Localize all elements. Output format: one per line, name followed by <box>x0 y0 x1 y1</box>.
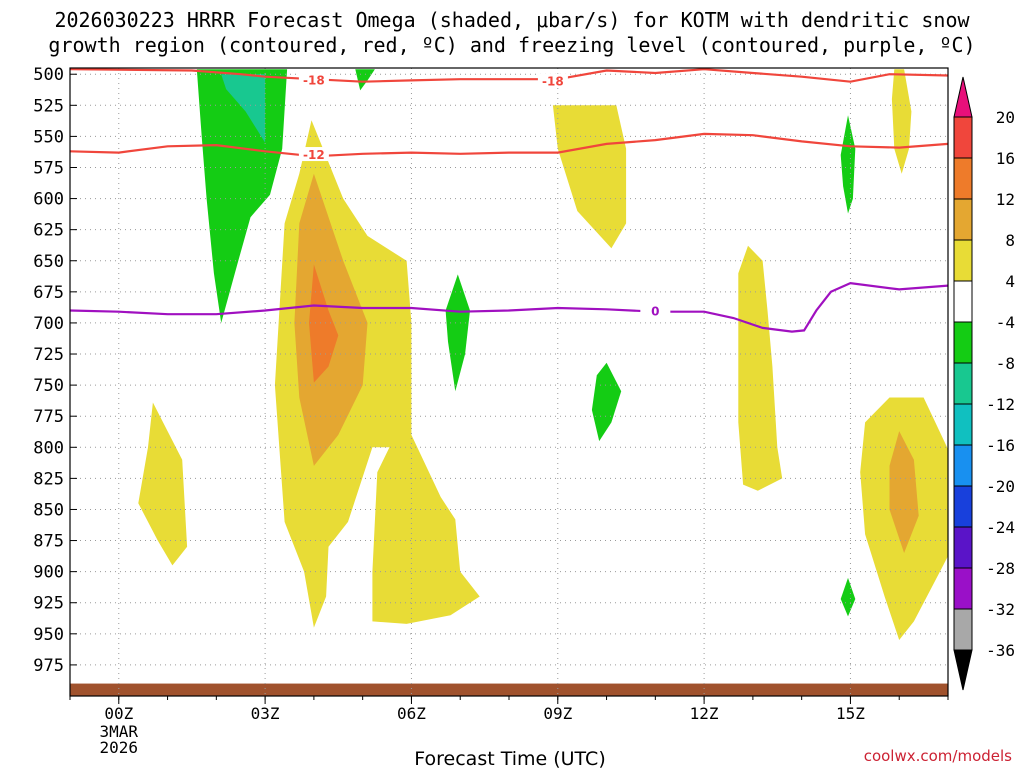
colorbar-bin <box>953 157 973 200</box>
colorbar-bin <box>953 321 973 364</box>
y-tick-label-600: 600 <box>33 190 64 210</box>
y-tick-label-650: 650 <box>33 252 64 272</box>
omega-region-6 <box>445 274 470 392</box>
colorbar-bin <box>953 403 973 446</box>
colorbar-label-4: 4 <box>1005 272 1015 291</box>
colorbar-top-arrow <box>953 76 973 118</box>
x-date-label-1: 2026 <box>100 738 139 757</box>
colorbar-bin <box>953 485 973 528</box>
contour-line--18 <box>70 68 948 83</box>
colorbar-bin <box>953 280 973 323</box>
y-tick-label-900: 900 <box>33 563 64 583</box>
colorbar-label--20: -20 <box>986 477 1015 496</box>
contour-line--12 <box>70 132 948 158</box>
colorbar-label-20: 20 <box>996 108 1015 127</box>
contour-label--18: -18 <box>542 75 564 89</box>
colorbar-bin <box>953 362 973 405</box>
contour-label-bg <box>298 72 329 87</box>
omega-region-13 <box>891 69 912 174</box>
omega-region-1 <box>221 74 266 143</box>
x-date-label-0: 3MAR <box>100 722 139 741</box>
ground-layer <box>70 683 948 696</box>
credit-text[interactable]: coolwx.com/models <box>864 747 1012 765</box>
colorbar-bottom-arrow <box>953 649 973 691</box>
axis-layer: 500 525 550 575 600 625 650 675 700 725 750 775 800 8… <box>33 65 949 757</box>
contour-label-bg <box>298 147 329 162</box>
colorbar-label--28: -28 <box>986 559 1015 578</box>
y-tick-label-725: 725 <box>33 345 64 365</box>
grid-layer <box>70 68 948 696</box>
x-tick-label-12Z: 12Z <box>690 704 719 723</box>
omega-shading-layer <box>138 69 948 640</box>
y-tick-label-775: 775 <box>33 407 64 427</box>
colorbar-bin <box>953 526 973 569</box>
y-tick-label-625: 625 <box>33 221 64 241</box>
colorbar-bin <box>953 198 973 241</box>
colorbar-bin <box>953 567 973 610</box>
colorbar-label-8: 8 <box>1005 231 1015 250</box>
omega-region-2 <box>355 69 375 91</box>
y-tick-label-700: 700 <box>33 314 64 334</box>
omega-region-10 <box>738 245 783 491</box>
contour-line-0 <box>70 281 948 333</box>
contour-label-bg <box>537 73 568 88</box>
colorbar-label--4: -4 <box>996 313 1015 332</box>
x-tick-label-03Z: 03Z <box>251 704 280 723</box>
colorbar-label-16: 16 <box>996 149 1015 168</box>
plot-frame <box>69 67 949 697</box>
y-tick-label-825: 825 <box>33 469 64 489</box>
omega-region-5 <box>309 264 339 383</box>
y-tick-label-675: 675 <box>33 283 64 303</box>
x-axis-label: Forecast Time (UTC) <box>414 748 605 768</box>
colorbar-label--36: -36 <box>986 641 1015 660</box>
chart-title-line-1: 2026030223 HRRR Forecast Omega (shaded, … <box>54 8 970 32</box>
colorbar-bin <box>953 444 973 487</box>
chart-title-line-2: growth region (contoured, red, ºC) and f… <box>48 33 975 57</box>
y-tick-label-525: 525 <box>33 96 64 116</box>
contour-label-bg <box>640 303 671 318</box>
colorbar: 20 16 12 8 4 -4 -8 -12 -16 -20 -24 -28 -32 -36 <box>953 76 1015 691</box>
y-tick-label-550: 550 <box>33 127 64 147</box>
contour-label--18: -18 <box>303 73 325 87</box>
colorbar-bin <box>953 608 973 651</box>
colorbar-label--16: -16 <box>986 436 1015 455</box>
omega-region-15 <box>889 431 919 553</box>
colorbar-bin <box>953 239 973 282</box>
omega-region-11 <box>840 115 856 214</box>
y-tick-label-850: 850 <box>33 500 64 520</box>
omega-region-8 <box>552 105 627 249</box>
y-tick-label-950: 950 <box>33 625 64 645</box>
y-tick-label-975: 975 <box>33 656 64 676</box>
ground-strip <box>70 683 948 696</box>
contour-layer: -18 -18 -12 0 <box>70 68 948 333</box>
colorbar-label--12: -12 <box>986 395 1015 414</box>
omega-region-9 <box>591 362 622 442</box>
y-tick-label-750: 750 <box>33 376 64 396</box>
colorbar-bin <box>953 116 973 159</box>
x-tick-label-09Z: 09Z <box>543 704 572 723</box>
contour-label-0: 0 <box>651 305 659 319</box>
colorbar-label--24: -24 <box>986 518 1015 537</box>
contour-label--12: -12 <box>303 148 325 162</box>
colorbar-label-12: 12 <box>996 190 1015 209</box>
colorbar-label--8: -8 <box>996 354 1015 373</box>
y-tick-label-800: 800 <box>33 438 64 458</box>
omega-region-7 <box>138 402 188 566</box>
y-tick-label-575: 575 <box>33 158 64 178</box>
colorbar-label--32: -32 <box>986 600 1015 619</box>
x-tick-label-15Z: 15Z <box>836 704 865 723</box>
omega-region-12 <box>840 577 856 617</box>
y-tick-label-925: 925 <box>33 594 64 614</box>
y-tick-label-875: 875 <box>33 532 64 552</box>
y-tick-label-500: 500 <box>33 65 64 85</box>
x-tick-label-06Z: 06Z <box>397 704 426 723</box>
x-tick-label-00Z: 00Z <box>104 704 133 723</box>
